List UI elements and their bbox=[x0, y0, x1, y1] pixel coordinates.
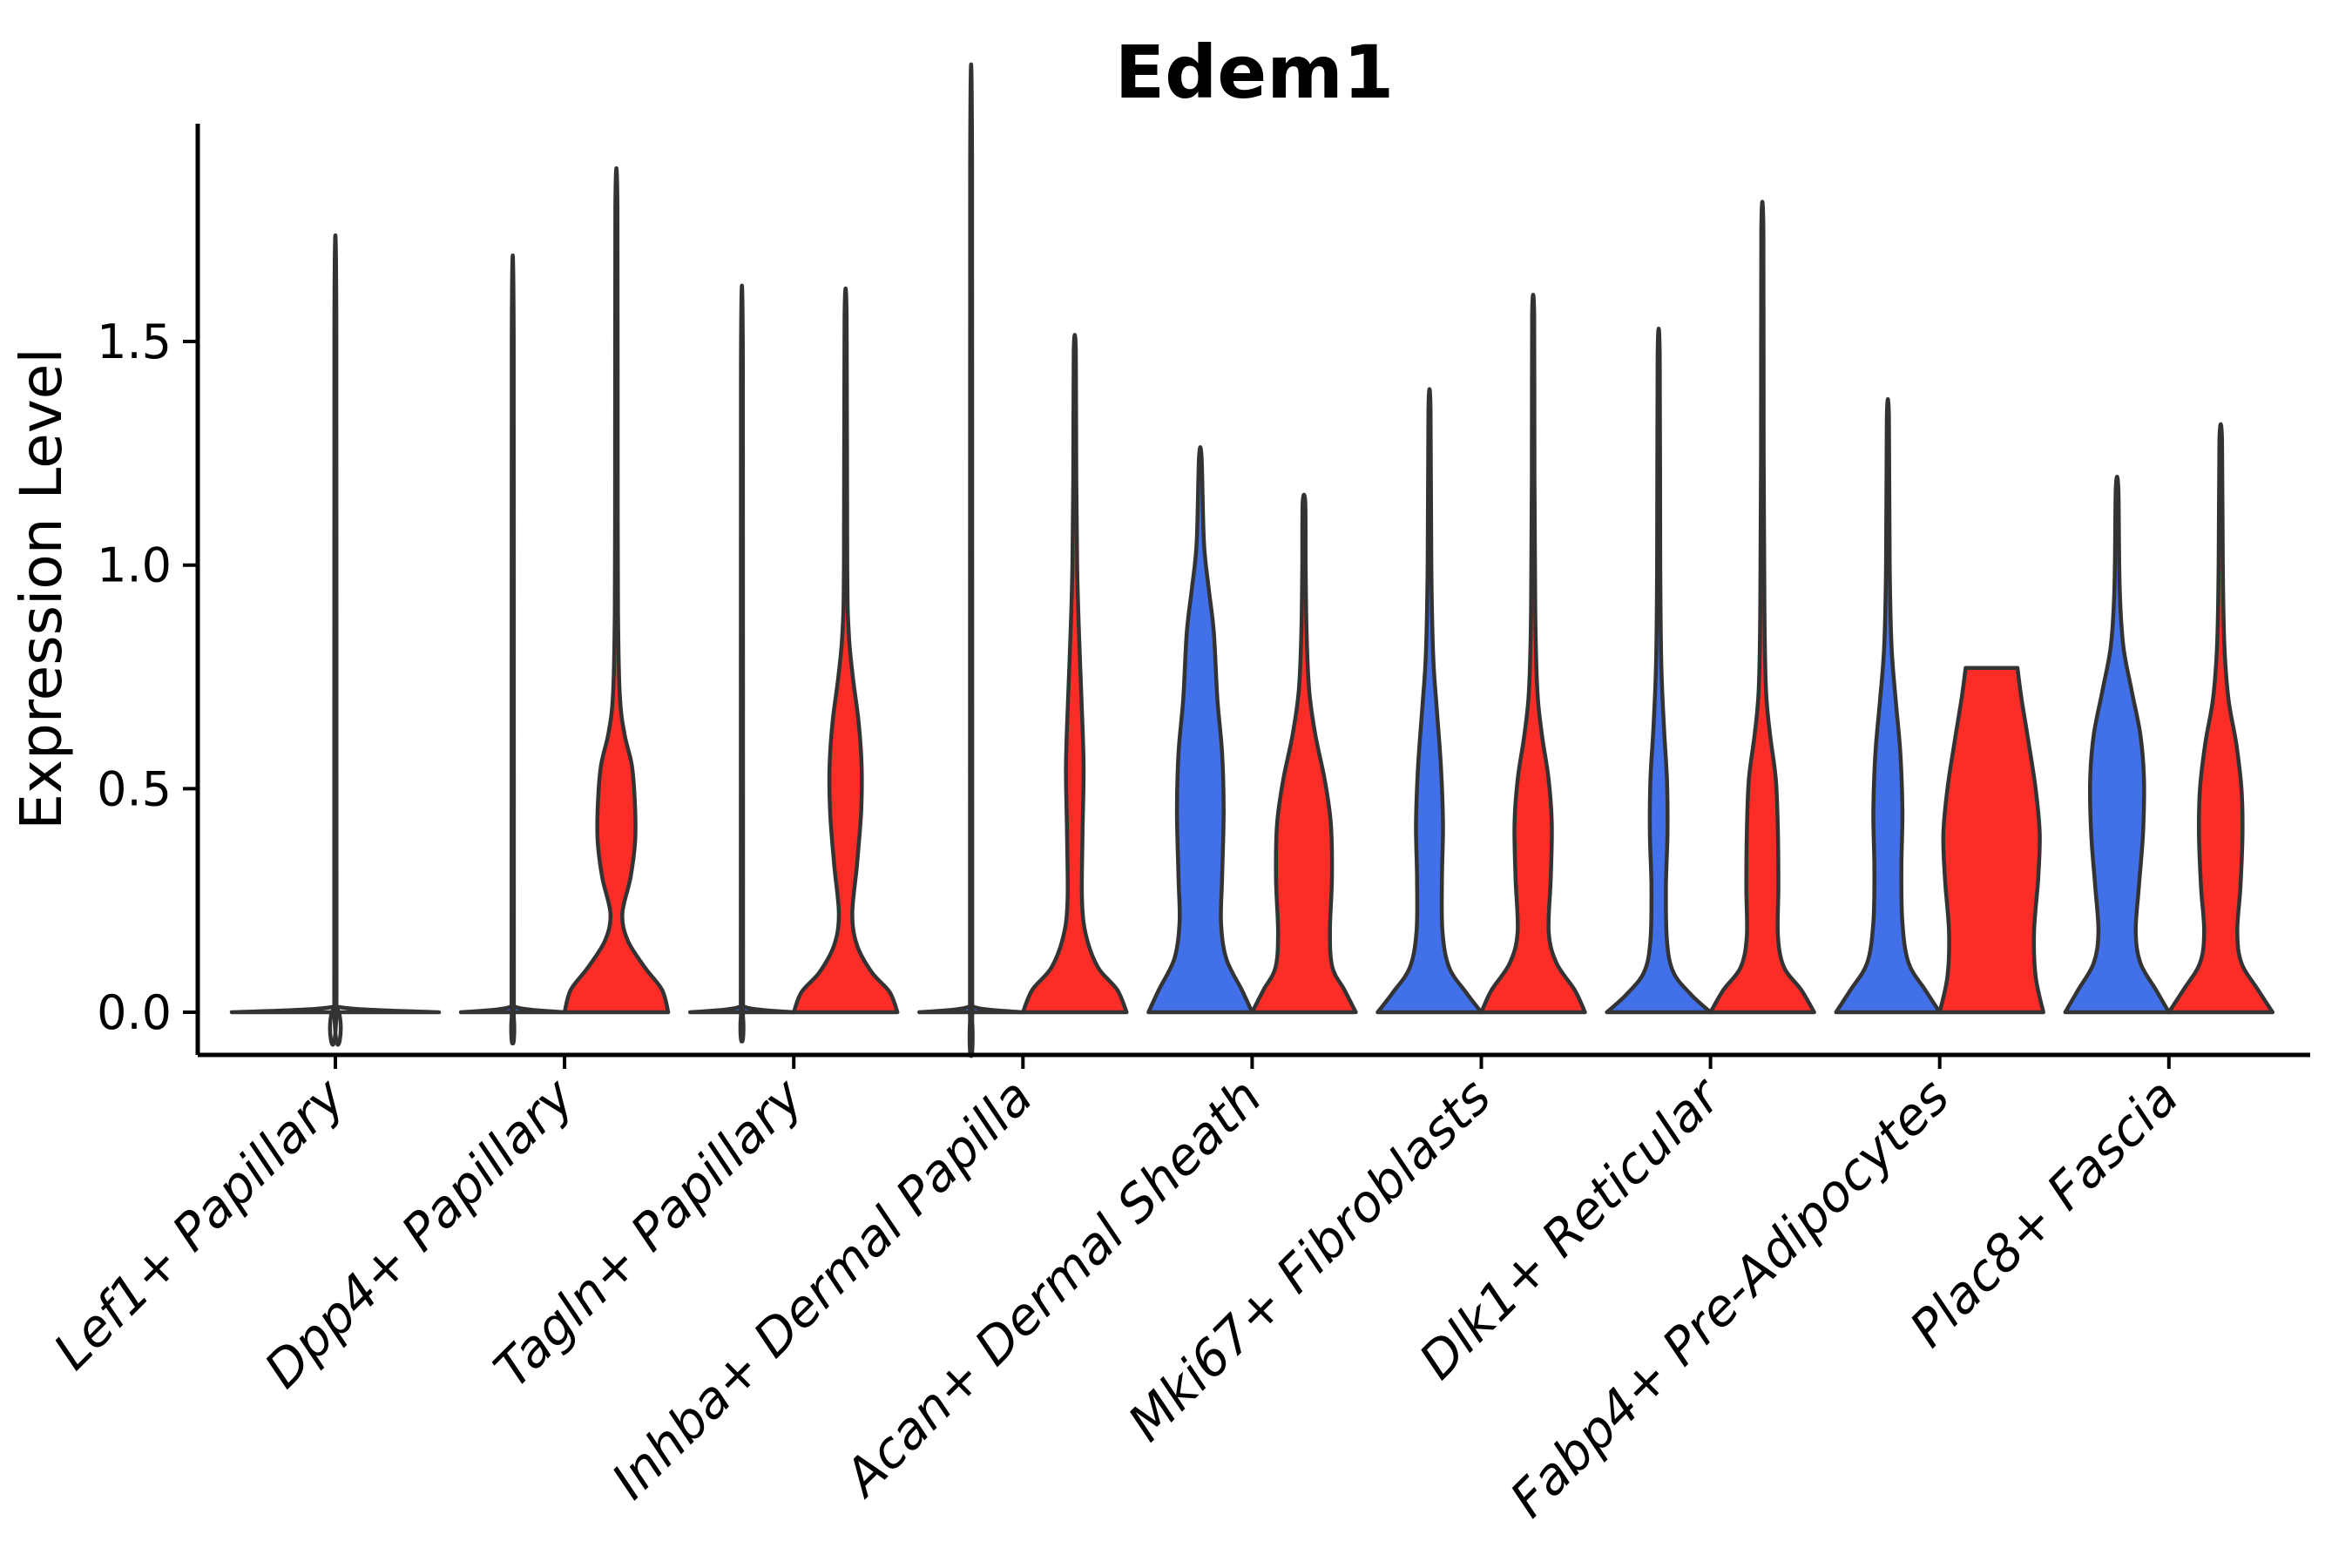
x-category-label: Acan+ Dermal Sheath bbox=[831, 1067, 1274, 1510]
violin bbox=[791, 286, 900, 1015]
y-tick-label: 1.5 bbox=[97, 314, 172, 369]
violin bbox=[1021, 333, 1129, 1015]
violin bbox=[1605, 327, 1713, 1015]
x-category-label: Inhba+ Dermal Papilla bbox=[600, 1067, 1044, 1511]
violin bbox=[1834, 396, 1942, 1015]
violin bbox=[1375, 387, 1484, 1015]
violin bbox=[917, 62, 1025, 1058]
y-tick-label: 0.0 bbox=[97, 985, 172, 1040]
violin bbox=[1146, 445, 1254, 1015]
y-tick-label: 1.0 bbox=[97, 538, 172, 593]
y-axis-label: Expression Level bbox=[8, 348, 75, 829]
violin bbox=[1479, 292, 1587, 1015]
violin bbox=[458, 253, 567, 1045]
violin bbox=[2063, 475, 2172, 1015]
violin bbox=[229, 233, 442, 1047]
x-category-label: Fabp4+ Pre-Adipocytes bbox=[1499, 1067, 1961, 1529]
violin bbox=[1708, 199, 1816, 1015]
chart-title: Edem1 bbox=[1115, 30, 1394, 115]
violin bbox=[687, 283, 796, 1044]
violin bbox=[1250, 492, 1358, 1015]
axes bbox=[183, 124, 2310, 1069]
y-tick-label: 0.5 bbox=[97, 761, 172, 816]
violin bbox=[562, 166, 671, 1015]
violin bbox=[2166, 422, 2275, 1015]
plot-area bbox=[229, 62, 2275, 1058]
violin bbox=[1937, 666, 2045, 1015]
